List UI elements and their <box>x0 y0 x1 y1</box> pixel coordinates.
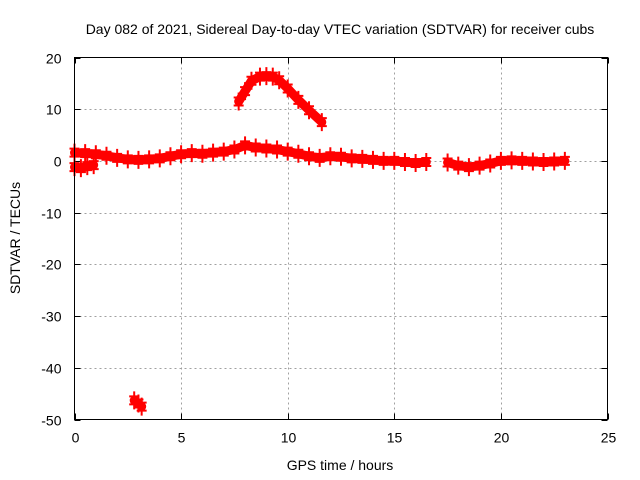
data-point <box>261 139 272 158</box>
data-point <box>186 144 197 163</box>
data-point <box>442 153 453 172</box>
data-point <box>112 148 123 167</box>
x-tick-label: 5 <box>178 430 186 446</box>
data-point <box>506 151 517 170</box>
y-tick-label: -40 <box>41 361 61 377</box>
data-point <box>82 157 93 176</box>
data-point <box>240 82 251 101</box>
series-main-band <box>70 140 431 168</box>
data-point <box>246 71 257 90</box>
y-tick-label: -30 <box>41 309 61 325</box>
data-series <box>69 67 570 416</box>
data-point <box>316 113 327 132</box>
x-tick-label: 0 <box>72 430 80 446</box>
data-point <box>233 92 244 111</box>
data-point <box>389 151 400 170</box>
data-point <box>218 142 229 161</box>
data-point <box>527 152 538 171</box>
data-point <box>272 140 283 159</box>
data-point <box>485 154 496 173</box>
data-point <box>453 156 464 175</box>
data-point <box>154 149 165 168</box>
data-point <box>304 101 315 120</box>
data-point <box>176 145 187 164</box>
data-point <box>336 147 346 166</box>
data-point <box>274 71 285 90</box>
data-point <box>517 151 528 170</box>
data-point <box>267 67 278 86</box>
data-point <box>282 79 293 98</box>
plot-frame <box>74 57 608 420</box>
data-point <box>282 142 293 161</box>
data-point <box>136 397 147 416</box>
x-axis-label: GPS time / hours <box>287 457 394 473</box>
data-point <box>463 158 474 177</box>
data-point <box>133 150 144 169</box>
data-point <box>229 140 240 159</box>
data-point <box>80 144 91 163</box>
y-axis-label: SDTVAR / TECUs <box>7 182 23 294</box>
data-point <box>75 159 86 178</box>
data-point <box>88 156 99 175</box>
axis-ticks: 0 5 10 15 20 25 20 10 0 -10 -20 -30 -40 -50 <box>41 51 616 446</box>
y-tick-label: 0 <box>54 154 62 170</box>
chart-title: Day 082 of 2021, Sidereal Day-to-day VTE… <box>86 21 595 37</box>
y-tick-label: 20 <box>46 51 62 67</box>
data-point <box>144 150 155 169</box>
grid-lines <box>74 57 608 420</box>
data-point <box>378 151 389 170</box>
data-point <box>314 148 325 167</box>
data-point <box>367 150 378 169</box>
data-point <box>495 151 506 170</box>
data-point <box>240 136 251 155</box>
series-lower-wing <box>70 160 99 173</box>
y-tick-label: 10 <box>46 102 62 118</box>
data-point <box>293 144 304 163</box>
x-tick-label: 15 <box>387 430 403 446</box>
y-tick-label: -20 <box>41 257 61 273</box>
data-point <box>90 145 101 164</box>
data-point <box>101 146 112 165</box>
data-point <box>399 152 410 171</box>
data-point <box>346 149 357 168</box>
x-tick-label: 10 <box>281 430 297 446</box>
data-point <box>293 90 304 109</box>
data-point <box>208 143 219 162</box>
data-point <box>122 150 133 169</box>
data-point <box>421 152 432 171</box>
data-point <box>559 151 570 170</box>
data-point <box>549 152 560 171</box>
data-point <box>538 152 549 171</box>
data-point <box>474 156 485 175</box>
x-tick-label: 20 <box>494 430 510 446</box>
y-tick-label: -50 <box>41 413 61 429</box>
data-point <box>197 144 208 163</box>
data-point <box>304 147 315 166</box>
data-point <box>250 138 261 157</box>
data-point <box>325 147 336 166</box>
data-point <box>410 153 421 172</box>
series-main-band <box>443 155 570 172</box>
y-tick-label: -10 <box>41 206 61 222</box>
x-tick-label: 25 <box>601 430 617 446</box>
data-point <box>165 147 176 166</box>
data-point <box>357 149 368 168</box>
